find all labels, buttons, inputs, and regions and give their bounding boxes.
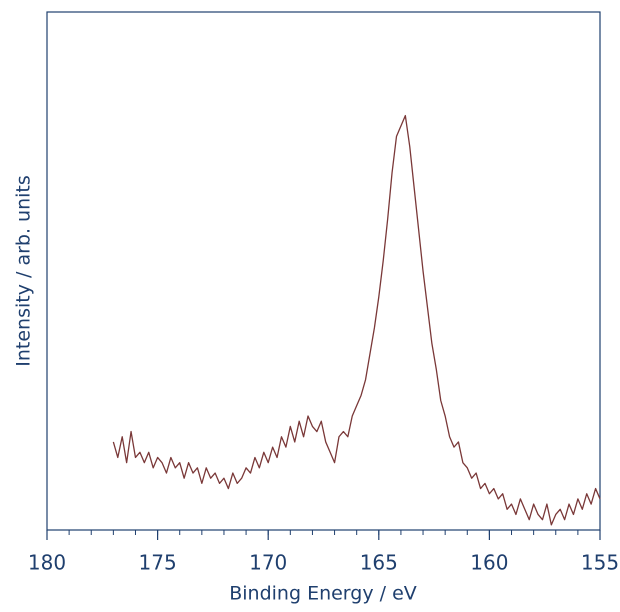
x-axis-label: Binding Energy / eV bbox=[229, 583, 417, 605]
x-tick-label: 155 bbox=[581, 551, 619, 575]
x-tick-label: 180 bbox=[28, 551, 66, 575]
spectrum-line bbox=[112, 114, 601, 526]
x-tick-label: 165 bbox=[360, 551, 398, 575]
y-axis-label: Intensity / arb. units bbox=[13, 175, 35, 366]
plot-frame bbox=[46, 11, 601, 531]
x-tick-label: 175 bbox=[139, 551, 177, 575]
x-tick-label: 160 bbox=[470, 551, 508, 575]
x-tick-label: 170 bbox=[249, 551, 287, 575]
